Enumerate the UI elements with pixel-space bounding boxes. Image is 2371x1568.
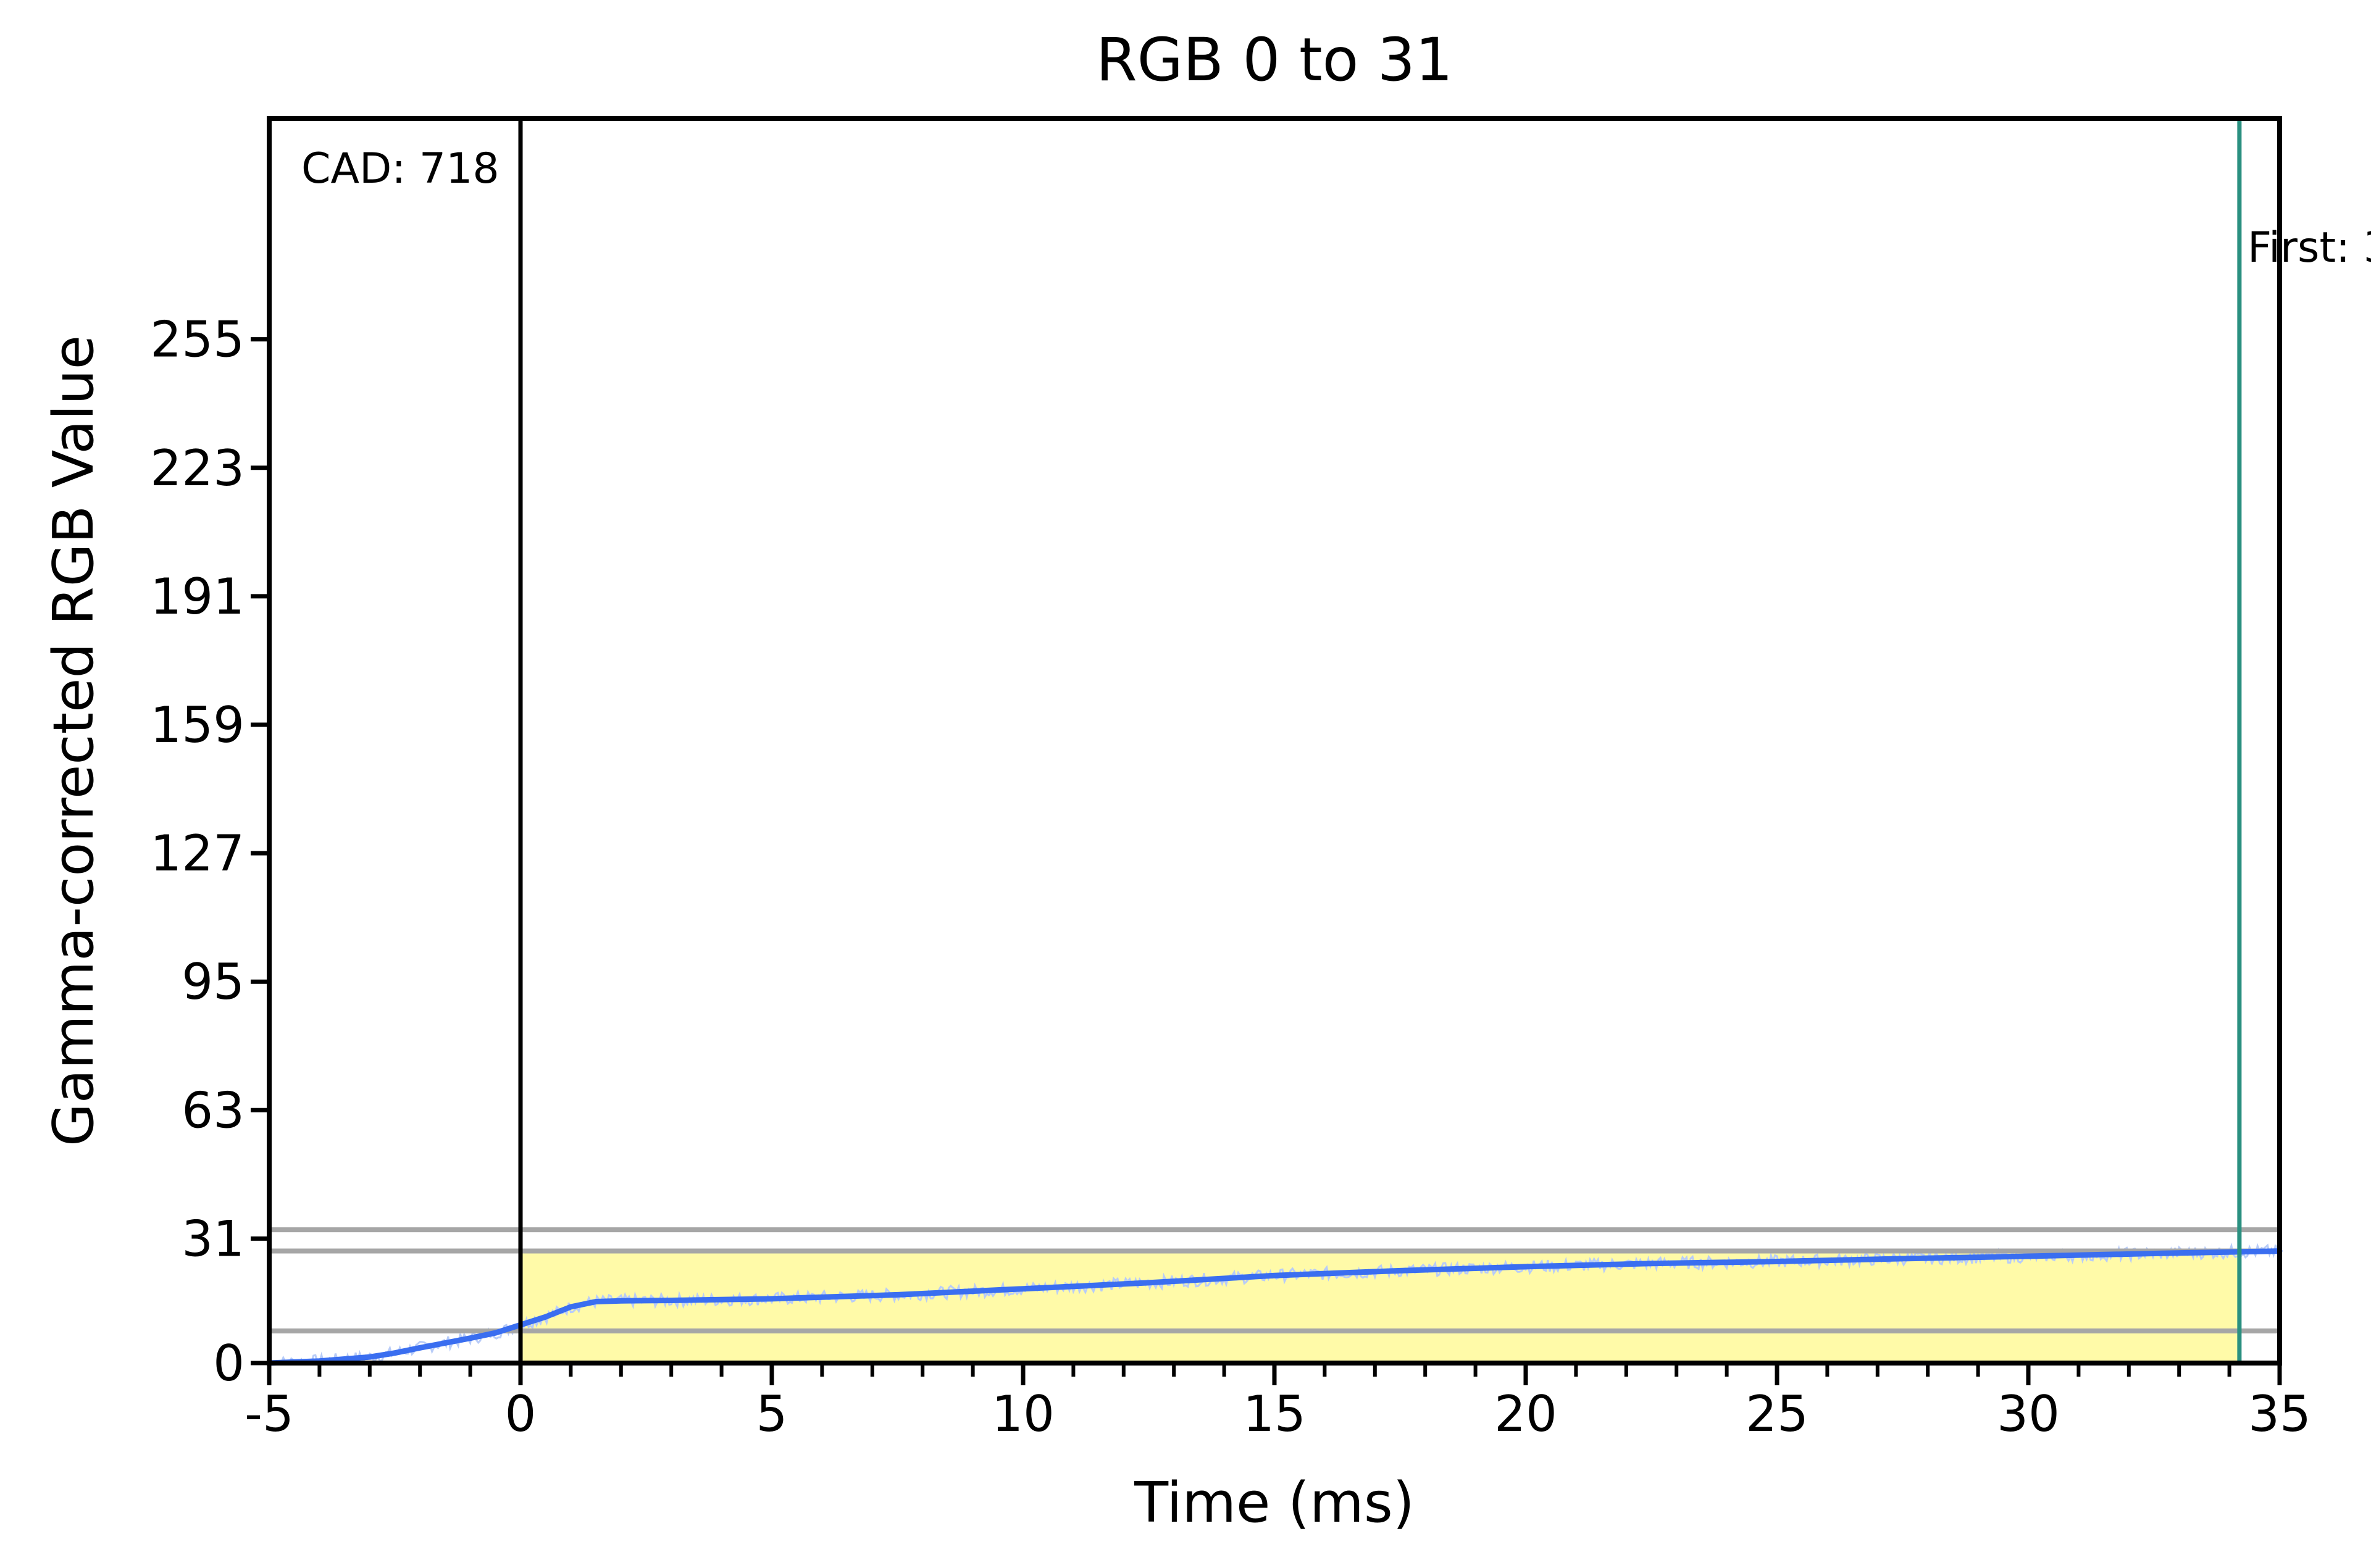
first-response-annotation: First: 3 <box>2248 223 2371 272</box>
y-tick-label: 31 <box>182 1210 245 1267</box>
x-tick-label: 25 <box>1746 1385 1809 1443</box>
y-tick-label: 95 <box>182 953 245 1011</box>
y-tick-label: 0 <box>213 1335 245 1392</box>
y-tick-label: 159 <box>150 696 245 754</box>
x-tick-label: 20 <box>1494 1385 1557 1443</box>
plot-frame <box>267 116 2282 1366</box>
x-tick-label: 15 <box>1243 1385 1306 1443</box>
y-tick-label: 223 <box>150 440 245 497</box>
x-tick-label: -5 <box>245 1385 294 1443</box>
x-tick-label: 5 <box>756 1385 788 1443</box>
y-tick-label: 191 <box>150 568 245 625</box>
cad-annotation: CAD: 718 <box>301 144 500 193</box>
y-tick-label: 127 <box>150 825 245 882</box>
smoothed-trace <box>266 1248 2283 1366</box>
y-axis-label: Gamma-corrected RGB Value <box>41 335 106 1146</box>
chart-title: RGB 0 to 31 <box>1096 25 1453 94</box>
y-tick-label: 255 <box>150 311 245 369</box>
shaded-region <box>521 1251 2239 1363</box>
x-tick-label: 0 <box>505 1385 537 1443</box>
y-tick-label: 63 <box>182 1082 245 1139</box>
x-axis-label: Time (ms) <box>1134 1470 1415 1535</box>
x-tick-label: 10 <box>992 1385 1055 1443</box>
x-tick-label: 35 <box>2248 1385 2311 1443</box>
x-tick-label: 30 <box>1997 1385 2060 1443</box>
